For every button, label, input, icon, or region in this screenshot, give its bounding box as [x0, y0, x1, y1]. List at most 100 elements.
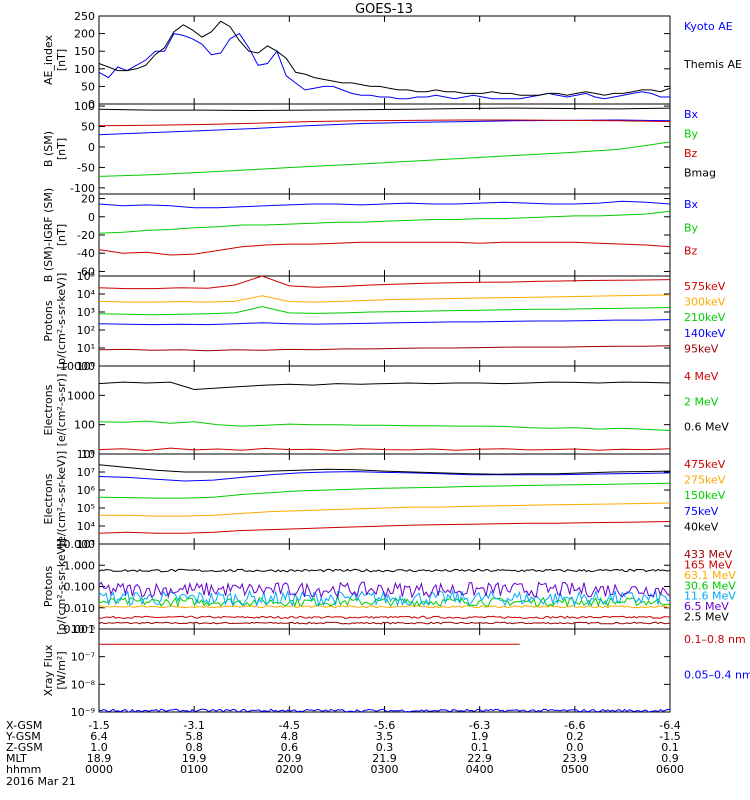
orbit-value: -6.6: [564, 719, 585, 732]
orbit-value: -1.5: [88, 719, 109, 732]
orbit-value: 1.9: [471, 730, 489, 743]
series-line: [98, 521, 671, 534]
y-tick-label: 100: [74, 63, 95, 76]
y-axis-label: Protons: [42, 300, 55, 341]
orbit-value: 0000: [85, 763, 113, 776]
y-tick-label: -100: [70, 182, 95, 195]
y-axis-label: [nT]: [55, 49, 68, 71]
series-line: [98, 568, 671, 573]
y-tick-label: 10¹: [77, 342, 95, 355]
y-tick-label: 10⁻⁹: [71, 706, 95, 719]
orbit-value: 0300: [371, 763, 399, 776]
orbit-value: -5.6: [374, 719, 395, 732]
y-tick-label: 0: [88, 141, 95, 154]
y-tick-label: 10⁷: [77, 466, 95, 479]
y-tick-label: 50: [81, 80, 95, 93]
date-label: 2016 Mar 21: [6, 775, 76, 788]
y-tick-label: 10⁻⁶: [71, 623, 96, 636]
y-tick-label: 10⁸: [77, 448, 96, 461]
panel-1: 0 50 100 150 200 250 AE_index [nT] Kyoto AE Themi…: [42, 10, 742, 111]
orbit-table: X-GSM -1.5 -3.1 -4.5 -5.6 -6.3 -6.6 -6.4 Y-GSM 6.…: [5, 719, 684, 776]
y-tick-label: 0.100: [64, 581, 96, 594]
legend-label: 4 MeV: [684, 370, 719, 383]
y-tick-label: -60: [77, 265, 95, 278]
legend-label: 165 MeV: [684, 558, 733, 571]
series-line: [98, 241, 671, 256]
series-line: [98, 107, 671, 112]
legend-label: 300keV: [684, 296, 726, 309]
orbit-value: 0.1: [471, 741, 489, 754]
legend-label: By: [684, 221, 699, 234]
orbit-value: 3.5: [376, 730, 394, 743]
series-line: [98, 381, 671, 391]
y-axis-label: [nT]: [55, 138, 68, 160]
orbit-value: 6.4: [90, 730, 108, 743]
y-tick-label: 10⁵: [77, 502, 95, 515]
legend-label: 433 MeV: [684, 548, 733, 561]
legend-label: 475keV: [684, 458, 726, 471]
legend-label: 210keV: [684, 311, 726, 324]
y-axis-label: [p/(cm²-s-sr-keV)]: [55, 273, 68, 370]
y-tick-label: 10.000: [57, 538, 96, 551]
y-tick-label: 10: [81, 448, 95, 461]
series-line: [98, 581, 671, 599]
orbit-value: 0.9: [661, 752, 679, 765]
y-tick-label: 250: [74, 10, 95, 23]
y-tick-label: 0: [88, 211, 95, 224]
orbit-value: 0.8: [185, 741, 203, 754]
legend-label: 0.1–0.8 nm: [684, 633, 746, 646]
panel-frame: [98, 15, 671, 105]
orbit-value: 0200: [275, 763, 303, 776]
y-tick-label: 0: [88, 98, 95, 111]
orbit-value: 21.9: [372, 752, 397, 765]
y-axis-label: [nT]: [55, 224, 68, 246]
y-tick-label: -50: [77, 161, 95, 174]
y-tick-label: 100: [74, 419, 95, 432]
panel-6: 10³ 10⁴ 10⁵ 10⁶ 10⁷ 10⁸ Electrons [e/(cm²-s-sr-…: [42, 448, 726, 551]
orbit-value: 19.9: [182, 752, 207, 765]
y-tick-label: 10²: [77, 324, 95, 337]
orbit-value: 0.1: [661, 741, 679, 754]
y-tick-label: 10⁴: [77, 288, 96, 301]
panel-frame: [98, 193, 671, 277]
y-tick-label: -40: [77, 247, 95, 260]
series-line: [98, 306, 671, 316]
orbit-value: 0400: [466, 763, 494, 776]
panel-8: 10⁻⁹ 10⁻⁸ 10⁻⁷ 10⁻⁶ Xray Flux [W/m²] 0.1–0.8 n…: [42, 623, 750, 719]
legend-label: 275keV: [684, 474, 726, 487]
orbit-row-label: X-GSM: [6, 719, 42, 732]
y-tick-label: 10⁰: [77, 360, 96, 373]
panel-frame: [98, 103, 671, 195]
orbit-value: 1.0: [90, 741, 108, 754]
orbit-value: 4.8: [281, 730, 299, 743]
y-axis-label: AE_index: [42, 34, 55, 85]
legend-label: 11.6 MeV: [684, 590, 736, 603]
series-line: [98, 200, 671, 209]
legend-label: 2.5 MeV: [684, 611, 729, 624]
orbit-value: 0600: [656, 763, 684, 776]
orbit-row-label: hhmm: [6, 763, 41, 776]
y-tick-label: 10⁶: [77, 484, 96, 497]
orbit-value: 18.9: [87, 752, 112, 765]
orbit-row-label: Z-GSM: [6, 741, 43, 754]
series-line: [98, 447, 671, 452]
series-line: [98, 275, 671, 290]
legend-label: By: [684, 128, 699, 141]
panel-frame: [98, 628, 671, 713]
orbit-value: -4.5: [279, 719, 300, 732]
legend-label: 75keV: [684, 505, 719, 518]
orbit-value: 20.9: [277, 752, 302, 765]
legend-label: 0.05–0.4 nm: [684, 669, 750, 682]
panel-5: 10 100 1000 10000 Electrons [e/(cm²-s-sr)] 4 M…: [42, 360, 729, 461]
orbit-value: -1.5: [659, 730, 680, 743]
series-line: [98, 119, 671, 127]
legend-label: Themis AE: [683, 58, 742, 71]
orbit-value: 0.6: [281, 741, 299, 754]
series-line: [98, 604, 671, 609]
y-tick-label: 10³: [77, 538, 95, 551]
legend-label: 140keV: [684, 327, 726, 340]
legend-label: Bz: [684, 245, 698, 258]
legend-label: Bx: [684, 108, 699, 121]
